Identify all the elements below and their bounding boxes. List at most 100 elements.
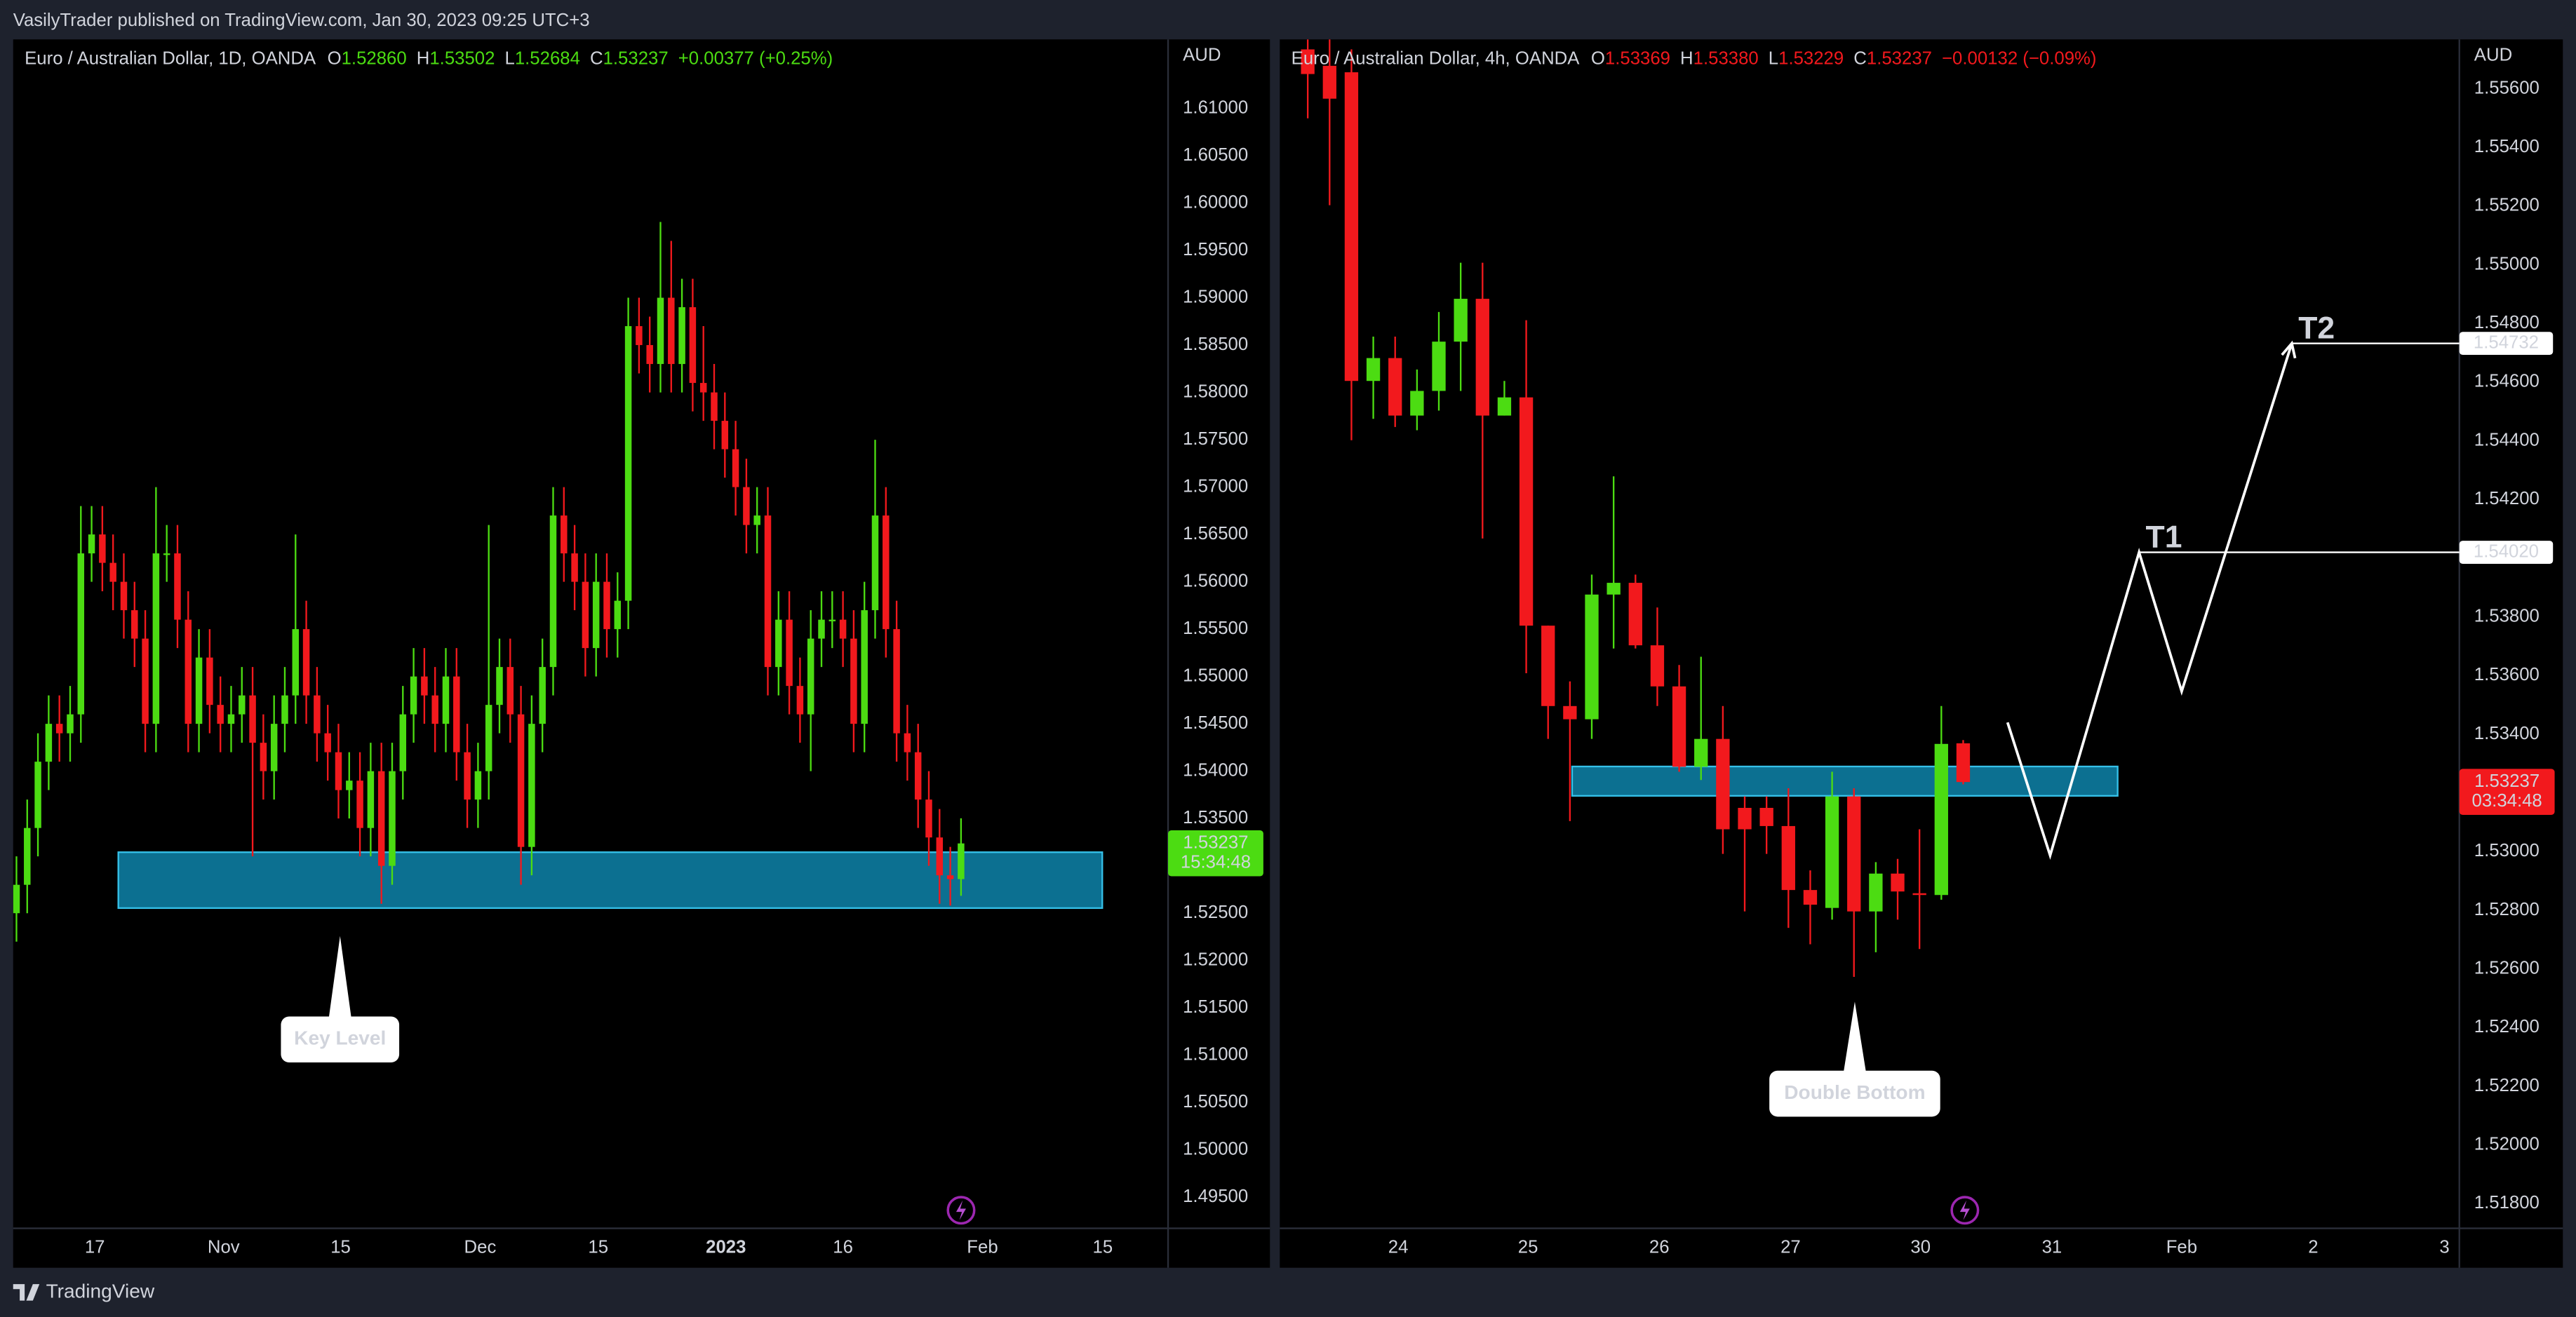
candle-body (120, 581, 128, 611)
candle-body (131, 610, 138, 639)
x-tick-label: Feb (967, 1237, 998, 1257)
candle-body (367, 771, 375, 828)
candle-body (904, 733, 911, 752)
candle-body (1847, 796, 1861, 912)
candle-body (1322, 65, 1336, 99)
candle-body (1475, 299, 1489, 416)
candle-body (163, 553, 170, 555)
y-tick-label: 1.52600 (2474, 958, 2540, 978)
candle-body (699, 383, 707, 393)
candle-body (925, 799, 932, 838)
candle-body (1956, 743, 1971, 783)
x-tick-label: Dec (464, 1237, 497, 1257)
candle-body (571, 553, 578, 582)
candle-body (249, 695, 256, 743)
candle-body (1454, 299, 1468, 342)
y-tick-label: 1.59000 (1183, 287, 1248, 306)
price-label: 1.53237 (1183, 832, 1248, 852)
candle-body (1585, 594, 1599, 720)
x-tick-label: 17 (85, 1237, 105, 1257)
x-tick-label: 24 (1388, 1237, 1409, 1257)
change: +0.00377 (+0.25%) (678, 48, 833, 68)
y-tick-label: 1.54800 (2474, 313, 2540, 332)
candle-body (109, 562, 116, 582)
y-tick-label: 1.58500 (1183, 335, 1248, 354)
candle-body (67, 714, 74, 734)
candle-body (1541, 626, 1555, 706)
target-price-box (2459, 541, 2554, 564)
y-tick-label: 1.53000 (2474, 841, 2540, 860)
y-tick-label: 1.55000 (1183, 666, 1248, 685)
candle-body (1759, 807, 1773, 826)
brand: TradingView (46, 1280, 155, 1302)
y-tick-label: 1.50500 (1183, 1092, 1248, 1112)
target-name: T1 (2146, 520, 2182, 555)
annotation-box (1769, 1070, 1940, 1117)
axis-unit: AUD (1183, 45, 1221, 65)
plot-area (1301, 39, 2460, 977)
axis-unit: AUD (2474, 45, 2512, 65)
chart-header: Euro / Australian Dollar, 1D, OANDA O1.52… (25, 48, 833, 68)
y-tick-label: 1.57000 (1183, 476, 1248, 496)
x-tick-label: 25 (1518, 1237, 1538, 1257)
candle-body (45, 724, 53, 762)
x-tick-label: 2023 (706, 1237, 746, 1257)
x-tick-label: 15 (588, 1237, 608, 1257)
candle-body (356, 781, 363, 828)
x-tick-label: 16 (833, 1237, 853, 1257)
candle-body (281, 695, 288, 724)
chart-header: Euro / Australian Dollar, 4h, OANDA O 1.53… (1292, 48, 2097, 68)
candle-body (1825, 796, 1839, 908)
candle-body (88, 534, 95, 554)
x-tick-label: 3 (2439, 1237, 2449, 1257)
candle-body (1606, 583, 1621, 595)
chart-title: Euro / Australian Dollar, 1D, OANDA (25, 48, 316, 68)
y-tick-label: 1.52400 (2474, 1017, 2540, 1036)
y-tick-label: 1.57500 (1183, 429, 1248, 449)
candle-body (421, 676, 428, 696)
ohlc-value: 1.52860 (342, 48, 407, 68)
candle-body (668, 297, 675, 365)
candle-body (539, 667, 546, 724)
candle-body (561, 515, 568, 554)
candle-body (1650, 645, 1665, 687)
candle-body (142, 638, 149, 724)
candle-body (1410, 391, 1424, 416)
candle-body (871, 515, 879, 611)
flash-icon[interactable] (1950, 1196, 1980, 1225)
x-tick-label: 15 (1093, 1237, 1113, 1257)
candle-body (152, 553, 160, 724)
candle-body (1934, 743, 1948, 896)
plot-area (13, 222, 1103, 942)
ohlc-key: O (1591, 48, 1605, 68)
candle-body (958, 843, 965, 879)
candle-body (474, 771, 482, 800)
candle-body (24, 828, 31, 885)
candle-body (99, 534, 106, 563)
flash-icon[interactable] (946, 1196, 976, 1225)
y-tick-label: 1.53400 (2474, 724, 2540, 743)
ohlc-value: 1.53502 (429, 48, 495, 68)
candle-body (399, 714, 407, 771)
y-tick-label: 1.53600 (2474, 665, 2540, 684)
annotation-text: Double Bottom (1784, 1081, 1925, 1103)
ohlc-value: 1.53237 (1867, 48, 1932, 68)
candle-body (517, 714, 525, 847)
target-name: T2 (2298, 311, 2335, 346)
price-box (2459, 769, 2555, 815)
candle-body (431, 695, 438, 724)
candle-body (1912, 893, 1926, 896)
y-tick-label: 1.52500 (1183, 903, 1248, 922)
y-tick-label: 1.59500 (1183, 240, 1248, 259)
candle-body (1672, 686, 1686, 767)
chart-title: Euro / Australian Dollar, 4h, OANDA (1292, 48, 1581, 68)
candle-body (1869, 873, 1883, 912)
candle-body (292, 629, 300, 696)
y-tick-label: 1.58000 (1183, 381, 1248, 401)
candle-body (946, 875, 954, 879)
y-tick-label: 1.54200 (2474, 489, 2540, 508)
y-tick-label: 1.53800 (2474, 606, 2540, 626)
x-tick-label: 26 (1649, 1237, 1670, 1257)
candle-body (764, 515, 772, 668)
candle-body (1519, 397, 1534, 626)
